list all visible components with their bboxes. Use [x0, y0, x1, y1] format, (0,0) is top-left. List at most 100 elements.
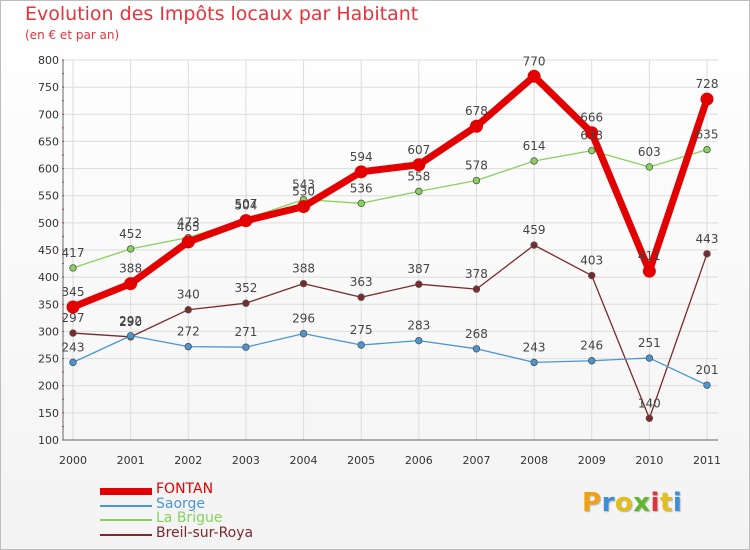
data-point-breil-sur-roya: [588, 271, 596, 280]
proxiti-logo: Proxiti: [582, 488, 682, 518]
data-point-fontan: [527, 69, 541, 83]
data-label-fontan: 530: [292, 185, 315, 199]
data-point-fontan: [124, 277, 138, 291]
x-tick-label: 2006: [405, 454, 433, 467]
data-label-la-brigue: 558: [407, 169, 430, 183]
logo-letter: P: [582, 488, 602, 518]
data-point-saorge: [126, 332, 135, 340]
data-label-la-brigue: 536: [350, 181, 373, 195]
data-label-saorge: 275: [350, 323, 373, 337]
data-point-saorge: [645, 354, 654, 362]
x-tick-label: 2005: [347, 454, 375, 467]
legend-label: Breil-sur-Roya: [156, 524, 254, 541]
data-label-breil-sur-roya: 290: [119, 315, 142, 329]
data-label-saorge: 251: [638, 336, 661, 350]
legend-swatch: [100, 519, 152, 521]
data-label-la-brigue: 452: [119, 227, 142, 241]
x-tick-label: 2008: [520, 454, 548, 467]
data-label-fontan: 465: [177, 220, 200, 234]
data-label-fontan: 594: [350, 150, 373, 164]
x-tick-label: 2002: [174, 454, 202, 467]
logo-letter: i: [650, 488, 660, 518]
x-tick-label: 2003: [232, 454, 260, 467]
data-point-breil-sur-roya: [530, 241, 538, 249]
data-label-breil-sur-roya: 340: [177, 288, 200, 302]
data-point-la-brigue: [703, 145, 711, 154]
data-label-fontan: 504: [234, 199, 257, 213]
data-point-fontan: [700, 92, 714, 106]
logo-letter: x: [633, 488, 651, 518]
data-label-saorge: 271: [234, 325, 257, 339]
data-label-breil-sur-roya: 403: [580, 254, 603, 268]
data-point-saorge: [530, 358, 538, 367]
data-label-saorge: 296: [292, 312, 315, 326]
legend-swatch: [100, 504, 152, 507]
data-label-la-brigue: 578: [465, 159, 488, 173]
data-labels: 297 290 340 352 388 363 387 378 459 403 140 443 243 2…: [62, 54, 719, 410]
data-label-fontan: 666: [580, 111, 603, 125]
data-point-breil-sur-roya: [472, 285, 481, 293]
series-line-breil-sur-roya: [72, 244, 708, 419]
data-label-fontan: 728: [696, 77, 719, 91]
data-point-fontan: [354, 165, 368, 179]
y-tick-label: 350: [38, 298, 59, 311]
data-label-la-brigue: 507: [234, 197, 257, 211]
data-label-la-brigue: 473: [177, 216, 200, 230]
logo-letter: o: [614, 488, 634, 518]
data-label-saorge: 246: [580, 339, 603, 353]
data-point-breil-sur-roya: [299, 279, 308, 288]
data-label-breil-sur-roya: 387: [407, 262, 430, 276]
y-tick-label: 300: [38, 325, 59, 338]
data-point-saorge: [472, 345, 481, 353]
data-label-breil-sur-roya: 459: [523, 223, 546, 237]
logo-letter: i: [672, 488, 683, 518]
data-label-breil-sur-roya: 352: [234, 281, 257, 295]
legend-swatch: [100, 487, 152, 495]
y-tick-label: 100: [38, 434, 59, 447]
data-point-fontan: [469, 119, 483, 133]
logo-letter: t: [659, 488, 673, 518]
legend-swatch: [100, 533, 152, 536]
logo-letter: r: [601, 488, 615, 518]
series-line-saorge: [72, 332, 708, 386]
data-point-fontan: [585, 126, 599, 140]
y-tick-label: 800: [38, 54, 59, 67]
x-tick-label: 2011: [693, 454, 721, 467]
data-label-saorge: 268: [465, 327, 488, 341]
y-tick-label: 400: [38, 271, 59, 284]
y-tick-label: 650: [38, 135, 59, 148]
data-label-saorge: 283: [407, 319, 430, 333]
data-point-fontan: [297, 200, 311, 214]
y-tick-label: 550: [38, 190, 59, 203]
data-label-breil-sur-roya: 443: [696, 232, 719, 246]
y-tick-label: 200: [38, 380, 59, 393]
data-label-breil-sur-roya: 140: [638, 396, 661, 410]
data-label-fontan: 388: [119, 262, 142, 276]
data-label-fontan: 411: [638, 249, 661, 263]
data-point-breil-sur-roya: [69, 329, 77, 337]
data-point-saorge: [588, 357, 596, 365]
data-point-saorge: [184, 342, 192, 351]
data-label-fontan: 770: [523, 54, 546, 68]
y-tick-label: 700: [38, 108, 59, 121]
data-point-breil-sur-roya: [703, 250, 711, 258]
data-label-saorge: 201: [696, 363, 719, 377]
series-line-fontan: [69, 72, 711, 311]
grid: [63, 59, 718, 441]
data-point-saorge: [242, 343, 250, 351]
data-point-fontan: [181, 235, 195, 249]
data-point-la-brigue: [357, 199, 365, 208]
data-point-breil-sur-roya: [415, 280, 423, 288]
legend-label: FONTAN: [156, 481, 214, 497]
data-point-la-brigue: [588, 146, 596, 155]
data-label-fontan: 678: [465, 104, 488, 118]
data-label-saorge: 292: [119, 314, 142, 328]
data-point-la-brigue: [415, 187, 423, 196]
legend-label: La Brigue: [156, 510, 223, 526]
data-label-fontan: 607: [407, 143, 430, 157]
data-point-saorge: [357, 341, 365, 349]
data-label-saorge: 243: [62, 340, 85, 354]
data-point-la-brigue: [530, 157, 538, 165]
data-point-fontan: [239, 214, 253, 228]
